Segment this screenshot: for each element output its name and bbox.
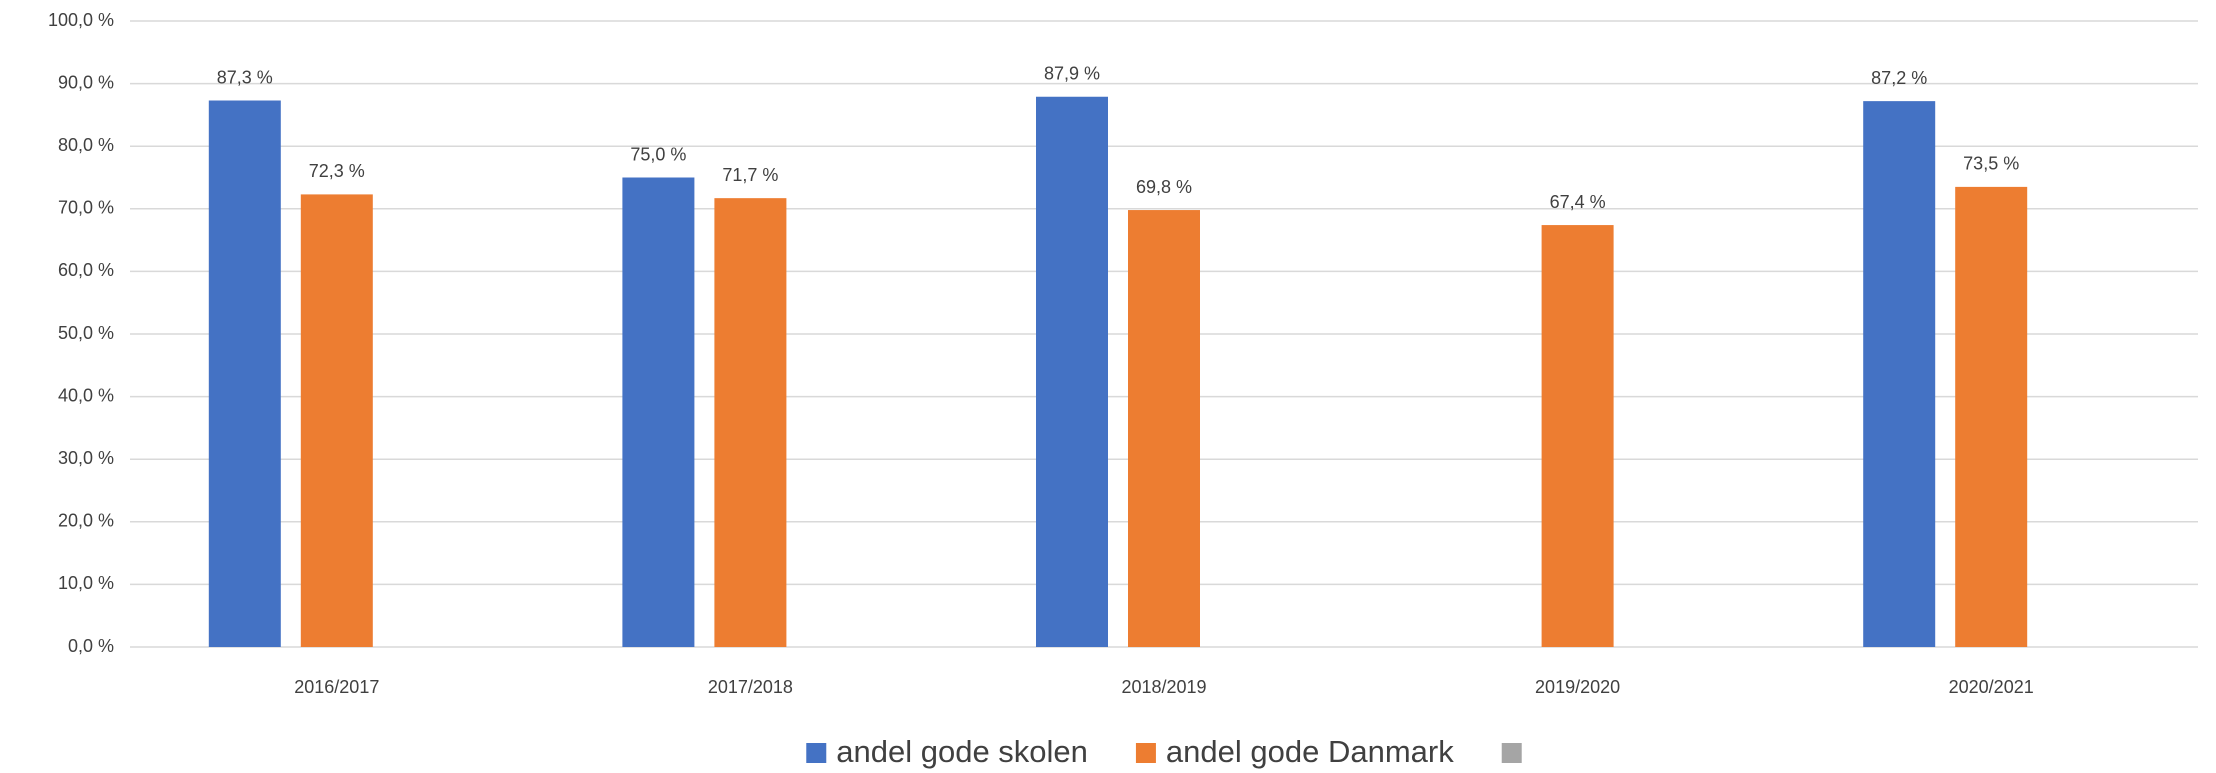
y-tick-label: 20,0 % — [58, 511, 114, 531]
bar — [622, 177, 695, 647]
bar — [1955, 186, 2028, 647]
y-tick-label: 0,0 % — [68, 636, 114, 656]
data-label: 72,3 % — [309, 161, 365, 181]
bar — [1863, 101, 1936, 648]
x-tick-label: 2016/2017 — [294, 677, 379, 697]
y-tick-label: 30,0 % — [58, 448, 114, 468]
legend-label: andel gode Danmark — [1166, 734, 1454, 769]
data-label: 67,4 % — [1550, 192, 1606, 212]
y-tick-label: 40,0 % — [58, 385, 114, 405]
bar — [714, 198, 787, 647]
data-label: 69,8 % — [1136, 177, 1192, 197]
data-label: 87,3 % — [217, 67, 273, 87]
legend-label: andel gode skolen — [836, 734, 1088, 769]
bar — [300, 194, 373, 648]
y-tick-label: 10,0 % — [58, 573, 114, 593]
y-tick-label: 100,0 % — [48, 10, 114, 30]
legend-swatch — [1501, 743, 1522, 763]
data-label: 75,0 % — [630, 144, 686, 164]
y-tick-label: 80,0 % — [58, 135, 114, 155]
y-tick-label: 60,0 % — [58, 260, 114, 280]
x-tick-label: 2017/2018 — [708, 677, 793, 697]
legend-swatch — [806, 743, 827, 763]
bar — [208, 100, 281, 647]
y-tick-label: 90,0 % — [58, 72, 114, 92]
legend-swatch — [1135, 743, 1156, 763]
data-label: 71,7 % — [722, 165, 778, 185]
bar — [1541, 225, 1614, 648]
x-tick-label: 2018/2019 — [1121, 677, 1206, 697]
data-label: 87,2 % — [1871, 68, 1927, 88]
x-tick-label: 2019/2020 — [1535, 677, 1620, 697]
data-label: 73,5 % — [1963, 154, 2019, 174]
bar — [1036, 96, 1108, 648]
y-tick-label: 50,0 % — [58, 323, 114, 343]
bar — [1128, 210, 1200, 647]
data-label: 87,9 % — [1044, 63, 1100, 83]
x-tick-label: 2020/2021 — [1949, 677, 2034, 697]
y-tick-label: 70,0 % — [58, 198, 114, 218]
